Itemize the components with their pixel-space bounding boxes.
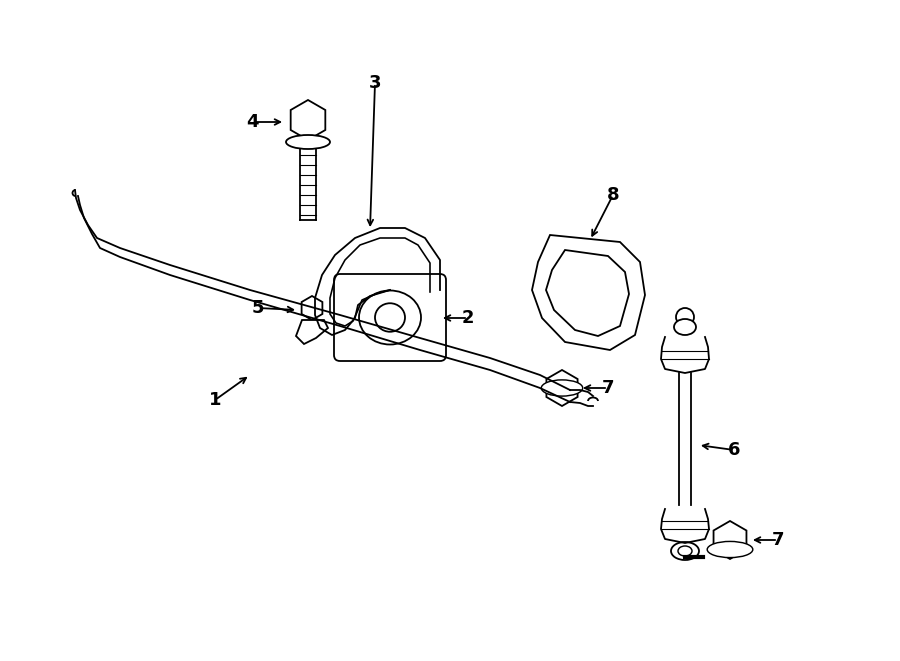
FancyBboxPatch shape bbox=[575, 271, 623, 293]
Polygon shape bbox=[296, 320, 328, 344]
Ellipse shape bbox=[676, 308, 694, 326]
Polygon shape bbox=[302, 296, 322, 320]
Text: 1: 1 bbox=[209, 391, 221, 409]
Text: 6: 6 bbox=[728, 441, 740, 459]
Text: 2: 2 bbox=[462, 309, 474, 327]
Ellipse shape bbox=[678, 546, 692, 556]
Polygon shape bbox=[546, 370, 578, 406]
Ellipse shape bbox=[707, 541, 752, 558]
Polygon shape bbox=[714, 521, 746, 559]
Polygon shape bbox=[546, 250, 629, 336]
Ellipse shape bbox=[375, 303, 405, 332]
Polygon shape bbox=[532, 235, 645, 350]
Ellipse shape bbox=[674, 319, 696, 335]
Text: 7: 7 bbox=[772, 531, 784, 549]
Ellipse shape bbox=[671, 542, 699, 560]
Polygon shape bbox=[291, 100, 325, 140]
Text: 5: 5 bbox=[252, 299, 265, 317]
FancyBboxPatch shape bbox=[572, 299, 622, 319]
Ellipse shape bbox=[359, 290, 421, 344]
FancyBboxPatch shape bbox=[334, 274, 446, 361]
Ellipse shape bbox=[541, 380, 582, 396]
Ellipse shape bbox=[286, 135, 330, 149]
Text: 7: 7 bbox=[602, 379, 614, 397]
Text: 4: 4 bbox=[246, 113, 258, 131]
Text: 3: 3 bbox=[369, 74, 382, 92]
Text: 8: 8 bbox=[607, 186, 619, 204]
